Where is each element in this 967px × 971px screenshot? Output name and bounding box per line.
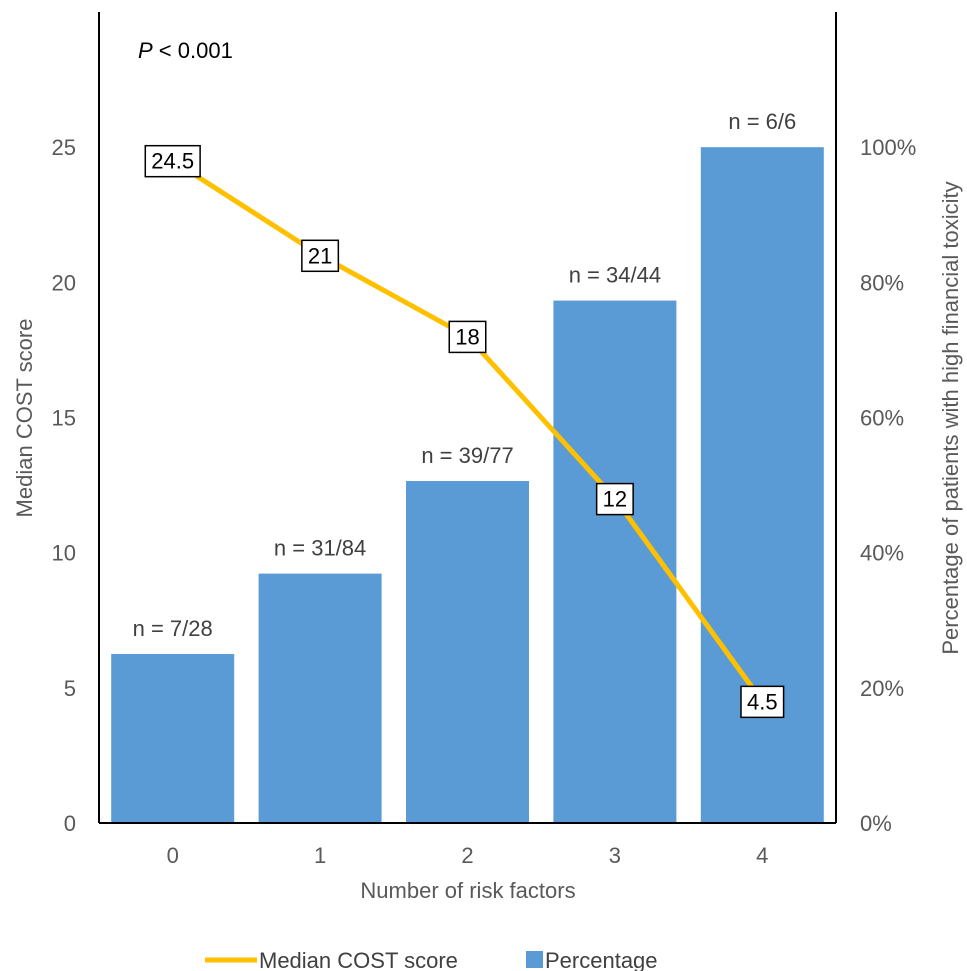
- line-data-label: 12: [595, 482, 634, 516]
- line-data-label-text: 12: [603, 487, 627, 512]
- bars-layer: [111, 147, 824, 824]
- x-tick-label: 4: [756, 843, 768, 868]
- line-data-label: 18: [448, 320, 487, 354]
- y-right-tick-label: 0%: [860, 811, 892, 836]
- y-tick-label: 5: [64, 676, 76, 701]
- y-right-tick-label: 60%: [860, 406, 904, 431]
- bar: [700, 147, 824, 823]
- x-tick-label: 0: [167, 843, 179, 868]
- p-value-italic: P: [138, 38, 153, 63]
- y-right-tick-label: 40%: [860, 541, 904, 566]
- y-axis-title: Median COST score: [12, 319, 37, 518]
- y-tick-label: 20: [52, 270, 76, 295]
- y-right-tick-label: 100%: [860, 135, 916, 160]
- legend: Median COST score Percentage: [205, 948, 658, 971]
- y-tick-label: 10: [52, 541, 76, 566]
- bar-data-label: n = 6/6: [728, 109, 796, 134]
- bar: [258, 573, 382, 823]
- x-tick-label: 3: [609, 843, 621, 868]
- bar-data-label: n = 34/44: [569, 263, 661, 288]
- legend-bar-label: Percentage: [545, 948, 658, 971]
- axes-layer: [98, 12, 837, 824]
- labels-layer: n = 7/28 n = 31/84 n = 39/77 n = 34/44 n = 6…: [133, 109, 796, 719]
- bar-data-label: n = 7/28: [133, 616, 213, 641]
- x-tick-label: 1: [314, 843, 326, 868]
- line-data-label-text: 4.5: [747, 689, 778, 714]
- line-data-label-text: 24.5: [151, 149, 194, 174]
- p-value-annotation: P < 0.001: [138, 38, 233, 63]
- line-data-label-box: [448, 320, 487, 354]
- bar-data-label: n = 31/84: [274, 536, 366, 561]
- line-data-label-text: 18: [455, 324, 479, 349]
- line-data-label-box: [301, 239, 340, 273]
- y-tick-label: 0: [64, 811, 76, 836]
- y-tick-label: 25: [52, 135, 76, 160]
- line-data-label: 21: [301, 239, 340, 273]
- y-right-tick-label: 20%: [860, 676, 904, 701]
- line-data-label: 24.5: [144, 144, 201, 178]
- y-right-tick-label: 80%: [860, 270, 904, 295]
- y-tick-label: 15: [52, 406, 76, 431]
- line-data-label: 4.5: [740, 685, 785, 719]
- bar-data-label: n = 39/77: [421, 443, 513, 468]
- bar: [111, 654, 235, 823]
- line-data-label-box: [144, 144, 201, 178]
- bar: [553, 300, 677, 824]
- y-right-axis-title: Percentage of patients with high financi…: [938, 181, 963, 654]
- x-axis-title: Number of risk factors: [360, 878, 575, 903]
- legend-line-label: Median COST score: [259, 948, 458, 971]
- legend-bar-swatch: [526, 951, 543, 968]
- x-tick-label: 2: [461, 843, 473, 868]
- line-data-label-box: [595, 482, 634, 516]
- line-data-label-text: 21: [308, 243, 332, 268]
- line-data-label-box: [740, 685, 785, 719]
- p-value-rest: < 0.001: [153, 38, 233, 63]
- bar: [406, 481, 529, 823]
